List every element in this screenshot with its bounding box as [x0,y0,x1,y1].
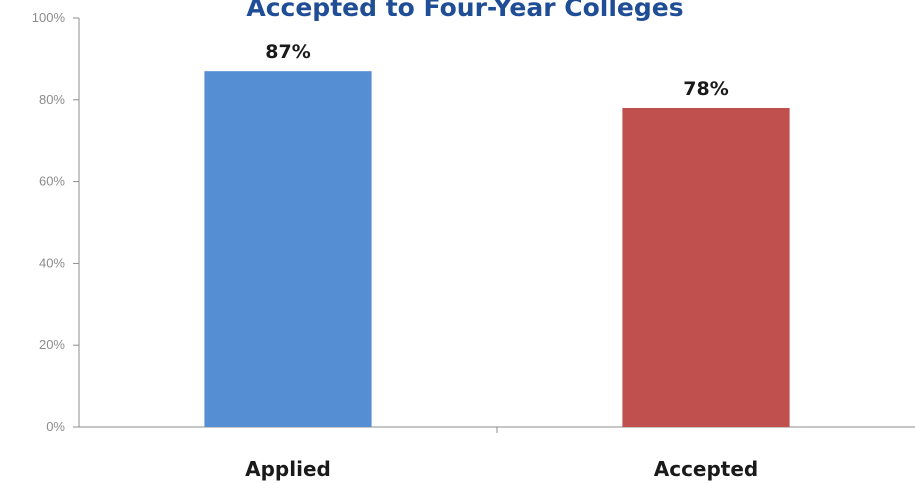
y-tick-label: 100% [32,10,66,25]
data-label-accepted: 78% [683,78,728,100]
chart-title: Accepted to Four-Year Colleges [246,0,683,22]
bar-accepted [622,108,789,427]
y-tick-label: 60% [39,174,65,189]
y-tick-label: 0% [46,419,65,434]
category-label-accepted: Accepted [654,457,759,481]
y-tick-label: 40% [39,255,65,270]
y-tick-label: 20% [39,337,65,352]
y-axis: 0% 20% 40% 60% 80% 100% [32,10,79,434]
bars [204,71,789,427]
category-label-applied: Applied [245,457,331,481]
x-axis [79,427,915,433]
y-tick-label: 80% [39,92,65,107]
data-label-applied: 87% [265,41,310,63]
bar-applied [204,71,371,427]
category-labels: Applied Accepted [245,457,758,481]
